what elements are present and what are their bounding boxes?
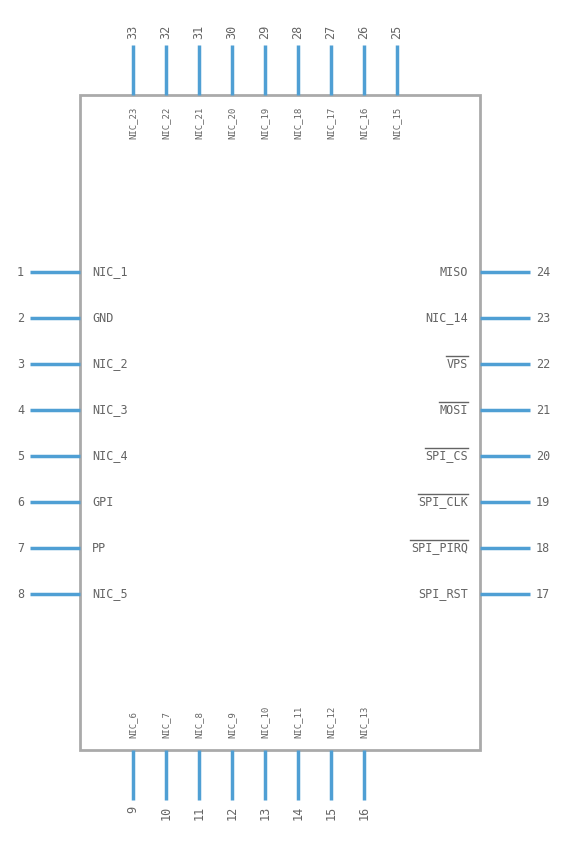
Text: 31: 31 <box>193 25 206 39</box>
Text: 15: 15 <box>324 806 337 820</box>
Text: GPI: GPI <box>92 495 114 509</box>
Text: 32: 32 <box>160 25 173 39</box>
Text: NIC_16: NIC_16 <box>360 107 369 139</box>
Text: 8: 8 <box>17 588 24 600</box>
Text: 23: 23 <box>536 311 550 325</box>
Text: 18: 18 <box>536 542 550 555</box>
Text: 33: 33 <box>127 25 140 39</box>
Text: 28: 28 <box>291 25 304 39</box>
Text: 24: 24 <box>536 265 550 278</box>
Text: 9: 9 <box>127 806 140 813</box>
Text: VPS: VPS <box>446 358 468 371</box>
Text: SPI_RST: SPI_RST <box>418 588 468 600</box>
Text: 4: 4 <box>17 404 24 416</box>
Text: 7: 7 <box>17 542 24 555</box>
Text: 1: 1 <box>17 265 24 278</box>
Text: SPI_CLK: SPI_CLK <box>418 495 468 509</box>
Text: 27: 27 <box>324 25 337 39</box>
Text: 2: 2 <box>17 311 24 325</box>
Text: 6: 6 <box>17 495 24 509</box>
Text: 16: 16 <box>357 806 370 820</box>
Text: 14: 14 <box>291 806 304 820</box>
Text: 3: 3 <box>17 358 24 371</box>
Text: 21: 21 <box>536 404 550 416</box>
Text: NIC_7: NIC_7 <box>161 711 170 738</box>
Text: NIC_9: NIC_9 <box>228 711 236 738</box>
Text: SPI_PIRQ: SPI_PIRQ <box>411 542 468 555</box>
Text: NIC_12: NIC_12 <box>327 706 336 738</box>
Text: NIC_2: NIC_2 <box>92 358 128 371</box>
Text: NIC_19: NIC_19 <box>261 107 269 139</box>
Text: NIC_10: NIC_10 <box>261 706 269 738</box>
Text: NIC_3: NIC_3 <box>92 404 128 416</box>
Text: MISO: MISO <box>440 265 468 278</box>
Text: 10: 10 <box>160 806 173 820</box>
Text: NIC_11: NIC_11 <box>294 706 303 738</box>
Text: GND: GND <box>92 311 114 325</box>
Text: MOSI: MOSI <box>440 404 468 416</box>
Text: 29: 29 <box>258 25 272 39</box>
Text: 17: 17 <box>536 588 550 600</box>
Text: NIC_5: NIC_5 <box>92 588 128 600</box>
Text: NIC_8: NIC_8 <box>194 711 203 738</box>
Text: 25: 25 <box>391 25 403 39</box>
Text: 11: 11 <box>193 806 206 820</box>
Text: 20: 20 <box>536 449 550 462</box>
Text: 19: 19 <box>536 495 550 509</box>
Text: NIC_18: NIC_18 <box>294 107 303 139</box>
Text: 26: 26 <box>357 25 370 39</box>
Text: NIC_21: NIC_21 <box>194 107 203 139</box>
Text: NIC_4: NIC_4 <box>92 449 128 462</box>
Text: 30: 30 <box>225 25 239 39</box>
Text: 12: 12 <box>225 806 239 820</box>
Text: NIC_23: NIC_23 <box>128 107 137 139</box>
Text: NIC_14: NIC_14 <box>425 311 468 325</box>
Text: NIC_17: NIC_17 <box>327 107 336 139</box>
Text: 22: 22 <box>536 358 550 371</box>
Text: NIC_13: NIC_13 <box>360 706 369 738</box>
Text: NIC_6: NIC_6 <box>128 711 137 738</box>
Text: NIC_20: NIC_20 <box>228 107 236 139</box>
Text: SPI_CS: SPI_CS <box>425 449 468 462</box>
Text: NIC_1: NIC_1 <box>92 265 128 278</box>
Text: 13: 13 <box>258 806 272 820</box>
Text: PP: PP <box>92 542 106 555</box>
Text: NIC_22: NIC_22 <box>161 107 170 139</box>
Bar <box>80 95 480 750</box>
Text: 5: 5 <box>17 449 24 462</box>
Text: NIC_15: NIC_15 <box>392 107 402 139</box>
